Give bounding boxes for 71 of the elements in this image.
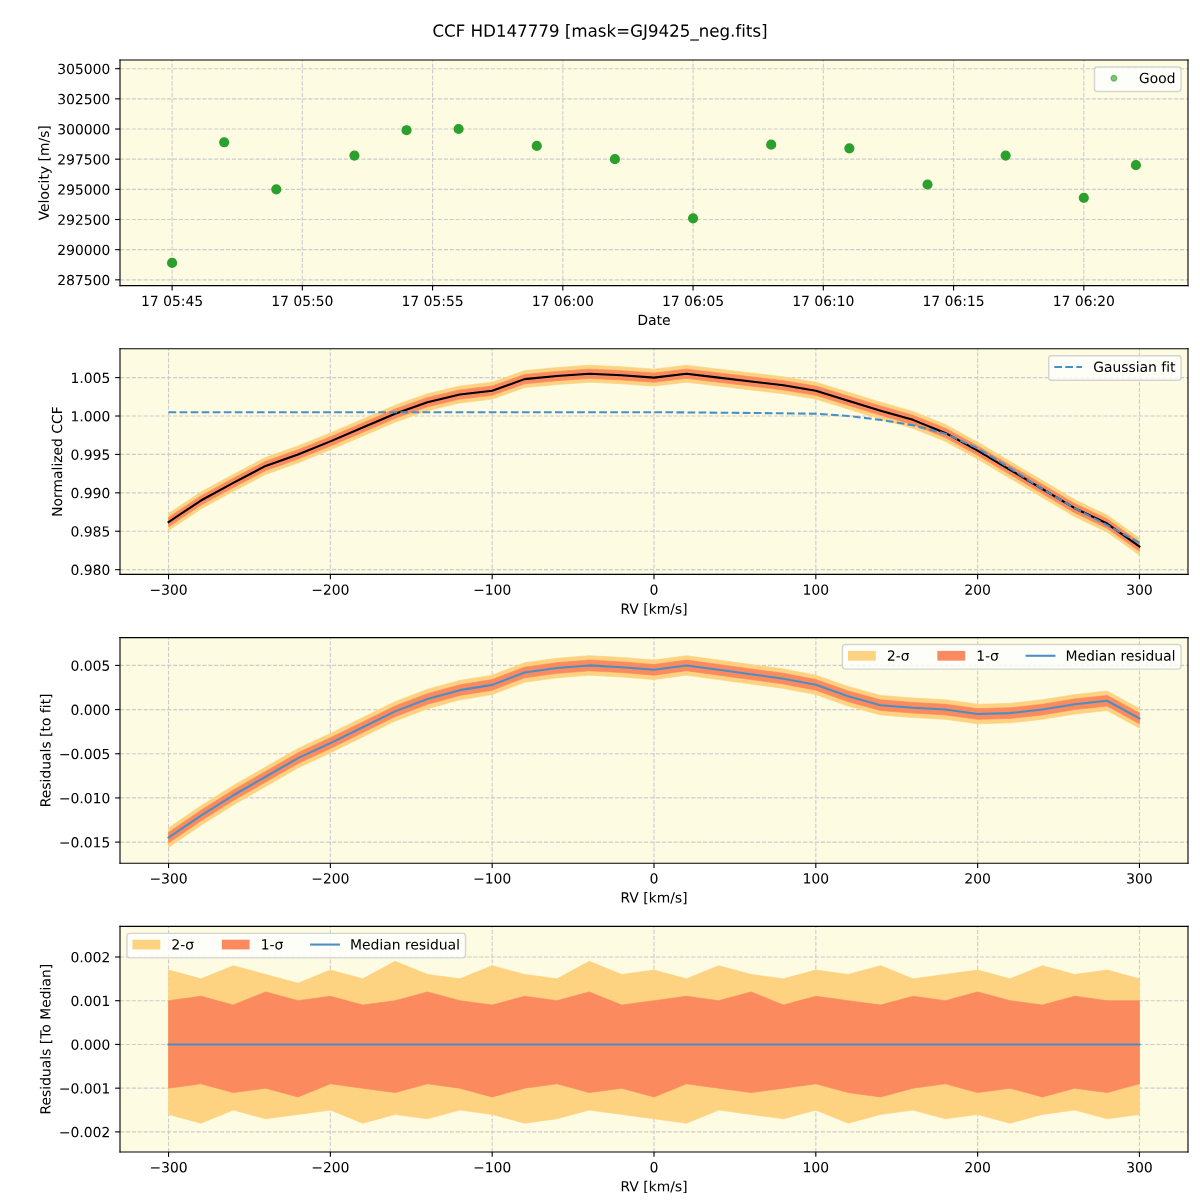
x-tick-label: −300 xyxy=(150,584,187,595)
y-tick-label: 292500 xyxy=(58,214,110,225)
y-tick-label: 0.980 xyxy=(71,564,110,576)
x-tick-label: −300 xyxy=(150,1161,187,1173)
y-tick-label: 0.001 xyxy=(71,995,109,1007)
line-series xyxy=(167,411,1141,544)
x-tick-label: 300 xyxy=(1127,584,1152,595)
x-tick-label: 200 xyxy=(965,1161,990,1173)
y-tick-label: 1.005 xyxy=(72,372,110,384)
y-tick-label: −0.010 xyxy=(60,792,110,804)
x-axis-title: RV [km/s] xyxy=(621,891,687,905)
y-tick-label: −0.015 xyxy=(60,837,110,848)
legend-label: Good xyxy=(1139,72,1175,84)
y-tick-label: 0.990 xyxy=(71,487,110,499)
y-tick-label: 302500 xyxy=(58,93,110,105)
x-tick-label: 0 xyxy=(650,584,658,595)
y-tick-label: 305000 xyxy=(58,63,110,75)
x-axis-title: RV [km/s] xyxy=(621,603,687,616)
x-tick-label: 100 xyxy=(804,1161,829,1173)
y-tick-label: 0.002 xyxy=(71,951,109,963)
legend-label: Gaussian fit xyxy=(1093,361,1176,373)
x-tick-label: 300 xyxy=(1127,1161,1152,1173)
y-tick-label: −0.002 xyxy=(60,1126,109,1138)
y-tick-label: 0.995 xyxy=(71,449,110,460)
x-axis-title: RV [km/s] xyxy=(621,1180,687,1194)
legend-label: 2-σ xyxy=(887,650,910,661)
x-tick-label: 200 xyxy=(965,584,990,595)
x-tick-label: 17 06:05 xyxy=(663,295,723,307)
legend-label: 2-σ xyxy=(172,939,194,950)
x-tick-label: 300 xyxy=(1127,873,1152,884)
x-tick-label: 17 05:45 xyxy=(142,295,202,307)
x-tick-label: 17 05:50 xyxy=(272,295,333,307)
x-tick-label: 100 xyxy=(804,873,829,884)
x-tick-label: −200 xyxy=(312,873,349,884)
y-axis-title: Residuals [to fit] xyxy=(39,694,53,806)
y-tick-label: 295000 xyxy=(58,184,110,195)
legend-label: 1-σ xyxy=(262,939,283,950)
x-tick-label: −300 xyxy=(150,873,187,884)
x-tick-label: 0 xyxy=(650,873,658,884)
x-tick-label: 17 06:20 xyxy=(1054,295,1114,307)
x-tick-label: −200 xyxy=(312,584,349,595)
x-tick-label: −100 xyxy=(474,584,511,595)
y-tick-label: −0.005 xyxy=(60,748,110,760)
y-tick-label: 300000 xyxy=(58,123,110,135)
chart-title: CCF HD147779 [mask=GJ9425_neg.fits] xyxy=(433,24,767,41)
x-tick-label: 17 05:55 xyxy=(403,295,463,307)
y-tick-label: 0.005 xyxy=(71,660,110,671)
y-tick-label: 290000 xyxy=(58,244,110,256)
y-tick-label: 0.000 xyxy=(71,1039,110,1050)
x-tick-label: −100 xyxy=(474,1161,511,1173)
x-tick-label: 17 06:10 xyxy=(793,295,854,307)
y-tick-label: 287500 xyxy=(58,274,110,286)
legend-label: Median residual xyxy=(1066,650,1175,661)
x-tick-label: −200 xyxy=(312,1161,349,1173)
x-tick-label: 0 xyxy=(650,1161,658,1173)
legend-label: 1-σ xyxy=(977,650,999,661)
x-tick-label: 200 xyxy=(965,873,990,884)
y-tick-label: 0.985 xyxy=(71,526,110,537)
y-tick-label: 297500 xyxy=(58,154,110,165)
x-tick-label: 100 xyxy=(804,584,829,595)
x-tick-label: −100 xyxy=(474,873,511,884)
y-tick-label: −0.001 xyxy=(60,1083,109,1094)
y-axis-title: Normalized CCF xyxy=(51,407,63,516)
legend-label: Median residual xyxy=(351,938,459,950)
x-tick-label: 17 06:00 xyxy=(533,295,593,307)
y-tick-label: 1.000 xyxy=(72,410,110,422)
y-axis-title: Residuals [To Median] xyxy=(39,965,53,1114)
y-tick-label: 0.000 xyxy=(71,704,110,716)
x-axis-title: Date xyxy=(638,314,670,326)
x-tick-label: 17 06:15 xyxy=(924,295,984,307)
y-axis-title: Velocity [m/s] xyxy=(38,126,52,221)
